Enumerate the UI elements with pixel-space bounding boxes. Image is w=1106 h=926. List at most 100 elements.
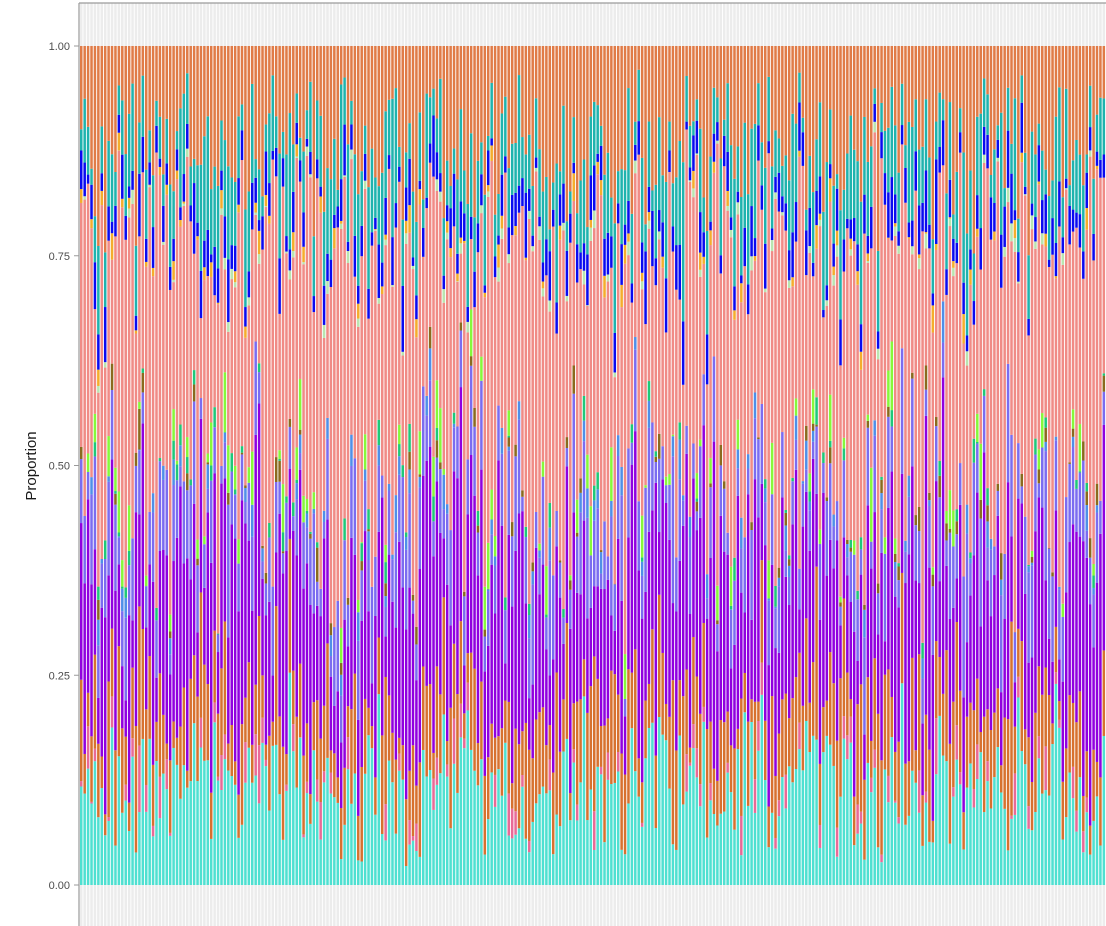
bar-segment (486, 185, 490, 192)
bar-segment (846, 228, 849, 540)
bar-background-strip (562, 3, 565, 46)
bar-segment (685, 754, 688, 792)
bar-segment (428, 97, 432, 144)
bar-segment (1085, 208, 1088, 230)
bar-segment (237, 178, 240, 205)
bar-segment (1013, 220, 1017, 238)
bar-segment (90, 803, 93, 885)
bar-segment (634, 46, 637, 122)
bar-background-strip (398, 885, 401, 926)
bar-segment (671, 680, 675, 845)
bar-segment (657, 46, 661, 118)
bar-segment (435, 46, 439, 119)
bar-segment (972, 253, 976, 302)
bar-background-strip (274, 3, 278, 46)
bar-segment (517, 419, 521, 514)
bar-segment (281, 839, 285, 885)
bar-stack (613, 46, 617, 885)
bar-segment (380, 735, 384, 834)
bar-segment (466, 322, 469, 333)
bar-segment (380, 172, 384, 263)
bar-segment (582, 284, 586, 396)
bar-background-strip (428, 3, 432, 46)
bar-segment (309, 794, 312, 824)
bar-segment (767, 141, 770, 154)
bar-segment (842, 738, 846, 885)
bar-segment (705, 46, 709, 231)
bar-segment (863, 116, 866, 195)
bar-segment (613, 377, 617, 584)
bar-background-strip (117, 885, 121, 926)
bar-segment (671, 434, 675, 437)
bar-segment (887, 192, 890, 238)
bar-segment (86, 499, 90, 693)
bar-segment (497, 736, 500, 770)
bar-segment (172, 409, 175, 441)
bar-segment (702, 374, 705, 426)
bar-segment (175, 460, 179, 465)
bar-segment (117, 536, 121, 538)
bar-segment (141, 629, 145, 739)
bar-segment (1020, 641, 1024, 752)
bar-background-strip (945, 885, 948, 926)
bar-segment (808, 207, 811, 247)
bar-stack (445, 46, 449, 885)
bar-segment (979, 443, 982, 500)
bar-segment (394, 495, 398, 533)
bar-segment (835, 188, 839, 231)
bar-segment (562, 183, 565, 223)
bar-segment (514, 235, 517, 445)
bar-segment (493, 806, 497, 885)
bar-segment (278, 458, 281, 461)
bar-background-strip (866, 885, 870, 926)
bar-segment (370, 586, 374, 684)
bar-segment (384, 596, 387, 607)
bar-segment (876, 593, 880, 635)
bar-segment (586, 820, 589, 885)
bar-background-strip (859, 885, 863, 926)
bar-segment (336, 206, 340, 228)
bar-stack (654, 46, 658, 885)
bar-segment (203, 760, 206, 885)
bar-background-strip (832, 3, 835, 46)
bar-segment (394, 759, 398, 834)
bar-segment (247, 191, 251, 272)
bar-segment (579, 478, 582, 493)
bar-segment (155, 677, 158, 722)
bar-segment (907, 237, 911, 239)
bar-segment (1030, 131, 1034, 204)
bar-stack (370, 46, 374, 885)
bar-background-strip (846, 885, 849, 926)
bar-stack (599, 46, 603, 885)
bar-segment (695, 153, 699, 155)
bar-segment (962, 812, 965, 850)
bar-segment (685, 791, 688, 885)
bar-segment (712, 441, 716, 769)
bar-segment (264, 46, 268, 125)
bar-segment (681, 162, 685, 322)
bar-segment (127, 802, 131, 831)
bar-background-strip (90, 3, 93, 46)
bar-segment (634, 121, 637, 145)
bar-segment (945, 650, 948, 762)
bar-stack (883, 46, 887, 885)
bar-background-strip (828, 3, 832, 46)
bar-stack (346, 46, 350, 885)
bar-segment (876, 331, 880, 349)
bar-segment (86, 692, 90, 727)
bar-background-strip (315, 885, 319, 926)
bar-segment (418, 180, 422, 190)
bar-segment (1068, 205, 1071, 245)
bar-segment (315, 605, 319, 701)
bar-segment (1017, 628, 1020, 677)
bar-segment (251, 610, 254, 745)
bar-segment (1082, 460, 1085, 542)
bar-segment (387, 695, 391, 761)
bar-segment (206, 116, 210, 230)
bar-segment (1041, 793, 1044, 885)
bar-segment (127, 550, 131, 566)
bar-segment (534, 157, 538, 168)
bar-segment (757, 701, 760, 721)
bar-segment (521, 786, 524, 885)
bar-background-strip (784, 885, 788, 926)
